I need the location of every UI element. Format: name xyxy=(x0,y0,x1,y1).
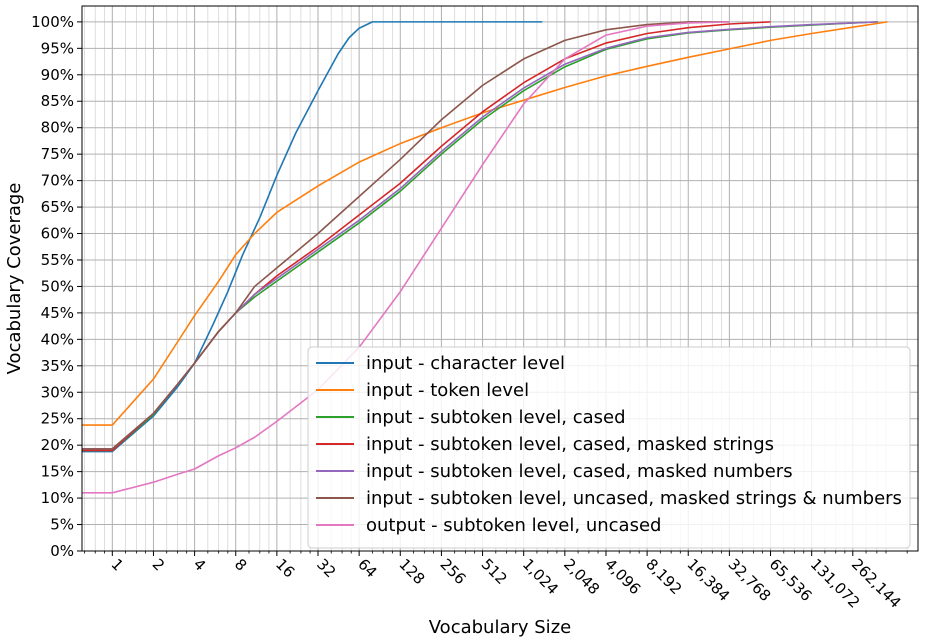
y-tick-label: 90% xyxy=(41,66,74,84)
y-tick-label: 85% xyxy=(41,92,74,110)
legend-label: input - subtoken level, cased, masked st… xyxy=(366,434,774,455)
y-tick-label: 65% xyxy=(41,198,74,216)
legend: input - character level input - token lev… xyxy=(307,346,911,549)
y-tick-label: 70% xyxy=(41,172,74,190)
y-tick-label: 75% xyxy=(41,145,74,163)
y-axis-label: Vocabulary Coverage xyxy=(4,183,25,375)
y-tick-label: 55% xyxy=(41,251,74,269)
legend-label: input - subtoken level, uncased, masked … xyxy=(366,488,902,509)
y-axis-ticks: 0% 5% 10% 15% 20% 25% 30% 35% 40% 45% 50% 55% 60% 65%… xyxy=(31,13,82,560)
plot-frame xyxy=(81,5,919,552)
legend-label: input - token level xyxy=(366,380,529,401)
x-axis-label: Vocabulary Size xyxy=(429,617,571,638)
legend-label: input - subtoken level, cased, masked nu… xyxy=(366,461,793,482)
legend-label: input - character level xyxy=(366,353,565,374)
y-tick-label: 10% xyxy=(41,489,74,507)
series-lines xyxy=(82,21,888,494)
y-tick-label: 25% xyxy=(41,410,74,428)
legend-box xyxy=(307,346,911,549)
y-tick-label: 60% xyxy=(41,225,74,243)
y-tick-label: 0% xyxy=(50,542,74,560)
y-tick-label: 40% xyxy=(41,330,74,348)
series-line-2 xyxy=(82,21,888,426)
y-tick-label: 95% xyxy=(41,39,74,57)
y-tick-label: 35% xyxy=(41,357,74,375)
y-tick-label: 45% xyxy=(41,304,74,322)
y-tick-label: 15% xyxy=(41,463,74,481)
y-tick-label: 100% xyxy=(31,13,74,31)
y-tick-label: 30% xyxy=(41,383,74,401)
y-tick-label: 80% xyxy=(41,119,74,137)
series-line-6 xyxy=(82,21,730,450)
legend-label: output - subtoken level, uncased xyxy=(366,515,661,536)
y-tick-label: 50% xyxy=(41,277,74,295)
series-line-1 xyxy=(82,21,543,453)
y-tick-label: 20% xyxy=(41,436,74,454)
y-tick-label: 5% xyxy=(50,516,74,534)
legend-label: input - subtoken level, cased xyxy=(366,407,626,428)
